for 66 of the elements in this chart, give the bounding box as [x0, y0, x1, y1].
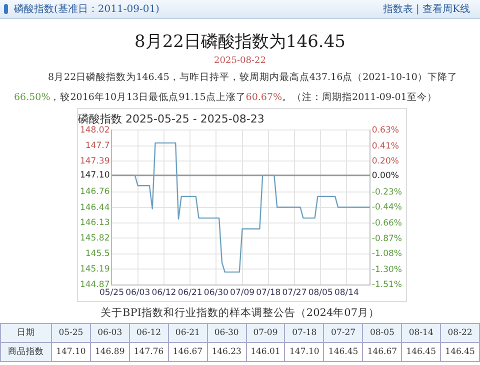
text: 146.23: [207, 342, 246, 362]
text: 08-14: [402, 324, 441, 342]
y2-tick-label: 0.41%: [372, 141, 399, 152]
text: 指数表 | 查看周K线: [382, 2, 470, 16]
y-tick-label: 147.39: [80, 156, 110, 166]
y2-tick-label: -0.44%: [372, 202, 402, 213]
text: 146.89: [90, 342, 130, 362]
y-tick-label: 147.10: [80, 170, 110, 181]
y2-tick-label: -0.23%: [372, 188, 402, 198]
y-tick-label: 148.02: [80, 125, 110, 136]
x-tick-label: 08/14: [334, 288, 359, 298]
x-tick-label: 07/18: [256, 288, 281, 298]
text: 06-12: [129, 324, 168, 342]
x-tick-label: 05/25: [99, 288, 124, 298]
text: 146.67: [168, 342, 208, 362]
text: 147.10: [284, 342, 324, 362]
text: ，较2016年10月13日最低点91.15点上涨了: [50, 92, 246, 103]
text: 商品指数: [0, 342, 52, 362]
x-tick-label: 07/09: [230, 288, 255, 298]
text: 07-18: [284, 324, 324, 342]
text: 日期: [0, 324, 52, 342]
x-tick-label: 06/12: [152, 288, 176, 298]
text: 08-22: [440, 324, 480, 342]
x-tick-label: 07/27: [282, 288, 307, 298]
y2-tick-label: -0.66%: [372, 218, 402, 229]
y2-tick-label: -0.87%: [372, 234, 402, 244]
text: 8月22日磷酸指数为146.45，与昨日持平，较周期内最高点437.16点（2021-10-10）下降了: [48, 72, 458, 83]
text: 66.50%: [14, 92, 50, 103]
y2-tick-label: 0.20%: [372, 156, 399, 166]
text: 146.45: [440, 342, 480, 362]
x-tick-label: 06/21: [178, 288, 202, 298]
text: 06-21: [168, 324, 208, 342]
y-tick-label: 146.44: [80, 202, 110, 213]
y-tick-label: 146.76: [80, 187, 110, 198]
text: 2025-08-22: [213, 56, 267, 66]
y-tick-label: 145.82: [80, 233, 110, 244]
y-tick-label: 145.5: [85, 249, 110, 260]
text: 146.01: [246, 342, 285, 362]
text: 07-27: [324, 324, 363, 342]
text: 08-05: [362, 324, 402, 342]
text: 146.45: [402, 342, 441, 362]
text: 8月22日磷酸指数为146.45: [134, 31, 346, 53]
text: 关于BPI指数和行业指数的样本调整公告（2024年07月）: [99, 306, 380, 320]
x-tick-label: 08/05: [308, 288, 333, 298]
text: 60.67%: [246, 92, 282, 103]
text: 146.45: [324, 342, 363, 362]
text: 05-25: [52, 324, 90, 342]
text: 磷酸指数(基准日：2011-09-01): [14, 2, 160, 16]
x-tick-label: 06/03: [126, 288, 150, 298]
y-tick-label: 146.13: [80, 218, 110, 228]
text: 147.76: [129, 342, 168, 362]
text: 。（注：周期指2011-09-01至今）: [282, 92, 437, 103]
y2-tick-label: -1.08%: [372, 248, 402, 259]
y2-tick-label: 0.00%: [372, 170, 399, 181]
chart-title: 磷酸指数 2025-05-25 - 2025-08-23: [77, 112, 264, 126]
text: 06-03: [90, 324, 130, 342]
text: 146.67: [362, 342, 402, 362]
y2-tick-label: -1.51%: [372, 280, 402, 290]
y-tick-label: 145.19: [80, 264, 110, 274]
text: 147.10: [52, 342, 90, 362]
x-tick-label: 06/30: [204, 288, 228, 298]
y2-tick-label: -1.30%: [372, 264, 402, 275]
y2-tick-label: 0.63%: [372, 125, 399, 136]
y-tick-label: 147.7: [85, 141, 110, 152]
text: 06-30: [207, 324, 246, 342]
text: 07-09: [246, 324, 285, 342]
